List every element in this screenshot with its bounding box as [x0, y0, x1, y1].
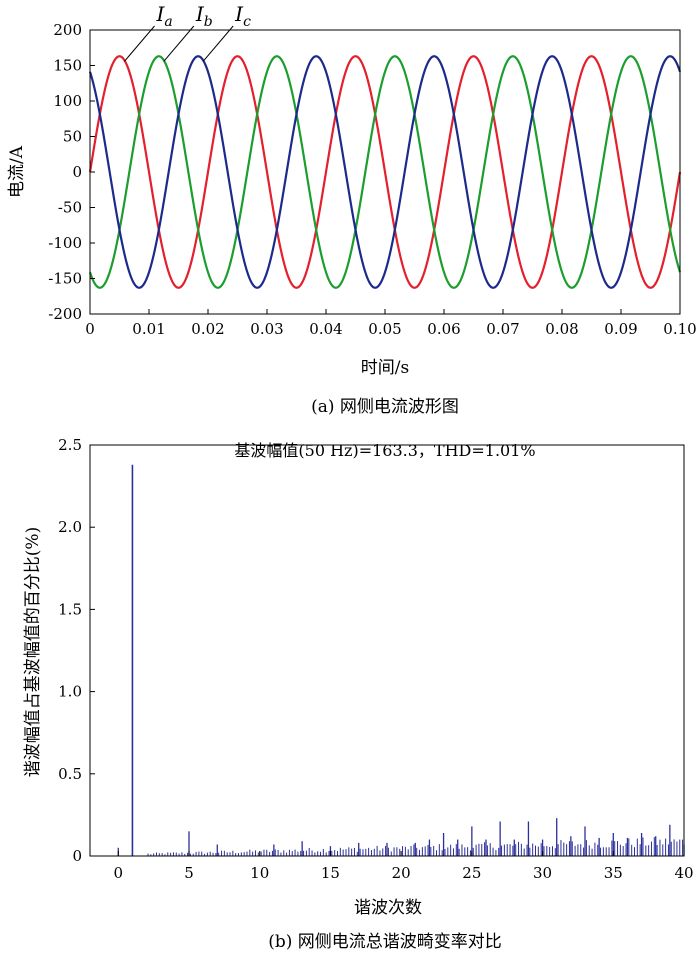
x-tick-label: 20	[392, 864, 411, 882]
x-tick-label: 0.09	[604, 320, 637, 338]
chart-a-xlabel: 时间/s	[361, 358, 409, 378]
x-tick-label: 35	[604, 864, 623, 882]
y-tick-label: -200	[48, 305, 82, 323]
y-tick-label: 50	[63, 128, 82, 146]
y-tick-label: 2.0	[58, 518, 82, 536]
y-tick-label: 1.0	[58, 683, 82, 701]
y-tick-label: 0	[72, 847, 82, 865]
chart-a-waveform: 0 0.01 0.02 0.03 0.04 0.05 0.06 0.07 0.08 0.09 0.1…	[7, 2, 697, 417]
chart-b-ylabel: 谐波幅值占基波幅值的百分比(%)	[23, 527, 43, 777]
x-tick-label: 5	[184, 864, 194, 882]
chart-b-caption: (b) 网侧电流总谐波畸变率对比	[268, 932, 502, 952]
y-tick-label: 0	[72, 163, 82, 181]
x-tick-label: 0.10	[663, 320, 696, 338]
y-tick-label: 100	[53, 92, 82, 110]
y-tick-label: -50	[58, 199, 82, 217]
chart-a-series-labels: Ia Ib Ic	[124, 2, 251, 62]
series-line-ib	[88, 55, 682, 289]
y-tick-label: -100	[48, 234, 82, 252]
leader-line-ic	[202, 25, 234, 62]
chart-a-ticks: 0 0.01 0.02 0.03 0.04 0.05 0.06 0.07 0.08 0.09 0.1…	[48, 21, 696, 338]
chart-a-ylabel: 电流/A	[7, 145, 27, 198]
chart-b-plot-frame	[89, 444, 685, 857]
chart-b-xlabel: 谐波次数	[354, 898, 422, 918]
x-tick-label: 30	[533, 864, 552, 882]
x-tick-label: 0	[85, 320, 95, 338]
x-tick-label: 0.08	[545, 320, 578, 338]
series-label-ic: Ic	[234, 2, 251, 30]
x-tick-label: 0.04	[309, 320, 342, 338]
chart-b-ticks: 0 5 10 15 20 25 30 35 40 2.5 2.0 1.5 1.0 0.5 0	[58, 436, 693, 882]
y-tick-label: 1.5	[58, 600, 82, 618]
x-tick-label: 0.07	[486, 320, 519, 338]
y-tick-label: 2.5	[58, 436, 82, 454]
series-label-ib: Ib	[195, 2, 213, 30]
x-tick-label: 25	[462, 864, 481, 882]
leader-line-ia	[124, 25, 155, 62]
chart-b-harmonics: 基波幅值(50 Hz)=163.3，THD=1.01% 0 5 10 15 20 25 30…	[23, 436, 694, 952]
x-tick-label: 0.01	[132, 320, 165, 338]
x-tick-label: 10	[250, 864, 269, 882]
x-tick-label: 0.06	[427, 320, 460, 338]
x-tick-label: 0.02	[191, 320, 224, 338]
chart-a-caption: (a) 网侧电流波形图	[311, 397, 459, 417]
x-tick-label: 0.05	[368, 320, 401, 338]
x-tick-label: 0.03	[250, 320, 283, 338]
x-tick-label: 40	[674, 864, 693, 882]
x-tick-label: 15	[321, 864, 340, 882]
series-label-ia: Ia	[156, 2, 173, 30]
chart-b-title: 基波幅值(50 Hz)=163.3，THD=1.01%	[234, 441, 535, 460]
y-tick-label: 0.5	[58, 765, 82, 783]
y-tick-label: -150	[48, 270, 82, 288]
chart-b-bars	[117, 464, 685, 856]
chart-a-series-lines	[88, 55, 682, 289]
x-tick-label: 0	[114, 864, 124, 882]
series-line-ia	[88, 55, 682, 289]
y-tick-label: 200	[53, 21, 82, 39]
series-line-ic	[88, 55, 682, 289]
leader-line-ib	[163, 25, 195, 62]
y-tick-label: 150	[53, 57, 82, 75]
